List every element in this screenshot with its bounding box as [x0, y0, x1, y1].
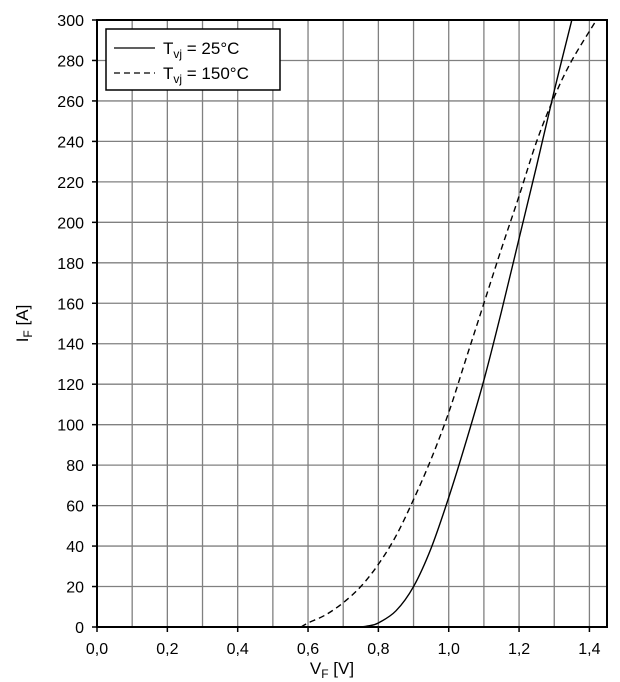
grid: [97, 20, 607, 627]
legend-label-150c: Tvj = 150°C: [163, 64, 249, 86]
y-tick-label: 220: [57, 175, 84, 192]
legend-label-25c-prefix: T: [163, 39, 173, 58]
y-axis-label: IF [A]: [13, 305, 35, 343]
y-tick-label: 120: [57, 377, 84, 394]
y-tick-label: 180: [57, 256, 84, 273]
x-tick-label: 0,0: [86, 641, 108, 658]
y-tick-label: 0: [75, 620, 84, 637]
y-tick-label: 20: [66, 580, 84, 597]
series-layer: [300, 20, 598, 627]
y-axis-label-sub: F: [21, 330, 35, 337]
series-line-25c: [360, 20, 573, 627]
y-tick-label: 200: [57, 215, 84, 232]
x-axis-label: VF [V]: [310, 659, 354, 681]
x-tick-label: 0,2: [156, 641, 178, 658]
y-tick-label: 160: [57, 296, 84, 313]
legend-label-25c-sub: vj: [173, 47, 182, 61]
y-tick-label: 40: [66, 539, 84, 556]
x-tick-label: 0,6: [297, 641, 319, 658]
legend-box: [105, 28, 281, 91]
x-axis-label-unit: [V]: [329, 659, 355, 678]
legend-label-25c-suffix: = 25°C: [182, 39, 239, 58]
legend: Tvj = 25°C Tvj = 150°C: [105, 28, 281, 91]
x-tick-label: 1,0: [438, 641, 460, 658]
y-tick-labels: 0 20 40 60 80 100 120 140 160 180 200 220 240 260 280 3…: [57, 13, 97, 637]
y-tick-label: 80: [66, 458, 84, 475]
y-tick-label: 300: [57, 13, 84, 30]
legend-label-150c-prefix: T: [163, 64, 173, 83]
legend-label-150c-sub: vj: [173, 72, 182, 86]
x-tick-label: 1,2: [508, 641, 530, 658]
y-tick-label: 60: [66, 499, 84, 516]
plot-frame: [96, 19, 608, 628]
y-tick-label: 140: [57, 337, 84, 354]
y-tick-label: 280: [57, 53, 84, 70]
x-tick-label: 0,8: [367, 641, 389, 658]
x-axis-label-sub: F: [321, 667, 328, 681]
legend-label-150c-suffix: = 150°C: [182, 64, 249, 83]
x-tick-label: 1,4: [578, 641, 600, 658]
legend-label-25c: Tvj = 25°C: [163, 39, 239, 61]
y-tick-label: 100: [57, 418, 84, 435]
x-tick-label: 0,4: [227, 641, 249, 658]
x-tick-labels: 0,0 0,2 0,4 0,6 0,8 1,0 1,2 1,4: [86, 627, 601, 658]
y-tick-label: 240: [57, 134, 84, 151]
x-axis-label-main: V: [310, 659, 322, 678]
series-line-150c: [300, 20, 598, 627]
y-axis-label-unit: [A]: [13, 305, 32, 331]
y-axis-label-main: I: [13, 338, 32, 343]
y-tick-label: 260: [57, 94, 84, 111]
